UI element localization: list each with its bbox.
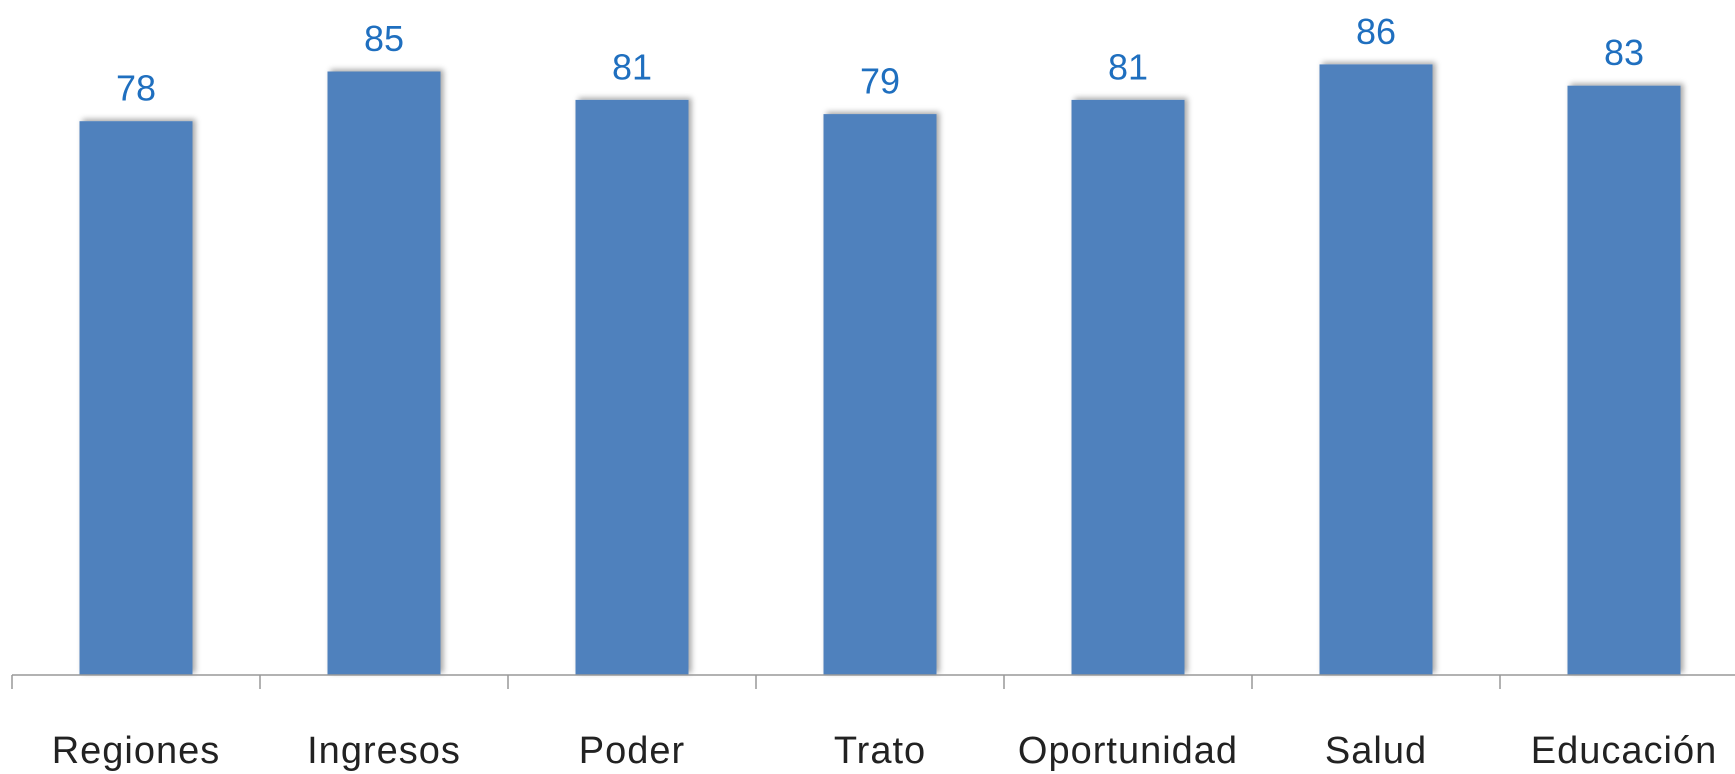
x-tick-label: Salud bbox=[1325, 730, 1427, 772]
data-label: 78 bbox=[116, 68, 156, 109]
data-label: 86 bbox=[1356, 11, 1396, 52]
x-tick-label: Poder bbox=[579, 730, 685, 772]
data-label: 81 bbox=[1108, 46, 1148, 87]
x-tick-label: Ingresos bbox=[307, 730, 461, 772]
bar bbox=[575, 99, 689, 675]
x-tick-label: Educación bbox=[1531, 730, 1717, 772]
data-label: 81 bbox=[612, 46, 652, 87]
data-label: 79 bbox=[860, 61, 900, 102]
bar bbox=[1071, 99, 1185, 675]
bar bbox=[327, 71, 441, 675]
x-tick-label: Oportunidad bbox=[1018, 730, 1238, 772]
bar bbox=[1319, 64, 1433, 675]
bar bbox=[79, 121, 193, 675]
x-tick-label: Regiones bbox=[52, 730, 221, 772]
bar bbox=[823, 114, 937, 676]
bar bbox=[1567, 85, 1681, 675]
data-label: 85 bbox=[364, 18, 404, 59]
data-label: 83 bbox=[1604, 32, 1644, 73]
x-tick-label: Trato bbox=[834, 730, 926, 772]
